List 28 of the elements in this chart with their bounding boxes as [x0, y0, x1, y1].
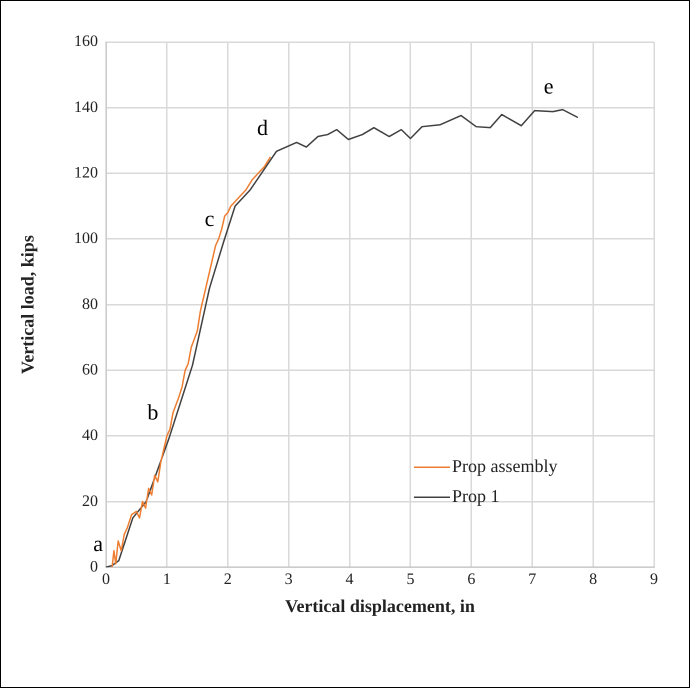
- x-tick-label: 9: [650, 571, 658, 588]
- annotation: b: [147, 400, 158, 425]
- y-tick-label: 140: [74, 98, 98, 116]
- y-tick-label: 80: [82, 296, 98, 313]
- x-tick-label: 3: [284, 571, 293, 588]
- y-axis-title: Vertical load, kips: [17, 235, 38, 374]
- x-tick-label: 1: [162, 571, 171, 588]
- x-tick-label: 7: [528, 571, 536, 588]
- annotation: d: [256, 115, 268, 140]
- legend-label: Prop assembly: [452, 456, 558, 476]
- legend-label: Prop 1: [452, 486, 500, 506]
- x-tick-label: 8: [589, 571, 598, 588]
- y-tick-label: 100: [74, 230, 98, 248]
- annotation: a: [93, 530, 104, 556]
- x-tick-label: 5: [406, 571, 414, 588]
- y-tick-label: 60: [82, 361, 98, 378]
- x-tick-label: 4: [346, 571, 354, 588]
- y-tick-label: 120: [74, 164, 98, 182]
- annotation: c: [204, 206, 215, 232]
- x-axis-title: Vertical displacement, in: [285, 596, 475, 616]
- x-tick-label: 2: [224, 571, 232, 588]
- x-tick-label: 6: [467, 571, 476, 588]
- y-tick-label: 0: [90, 558, 98, 576]
- x-tick-label: 0: [102, 571, 110, 588]
- y-tick-label: 160: [74, 33, 98, 50]
- y-tick-label: 20: [82, 492, 98, 510]
- y-tick-label: 40: [82, 427, 98, 444]
- annotation: e: [544, 73, 554, 98]
